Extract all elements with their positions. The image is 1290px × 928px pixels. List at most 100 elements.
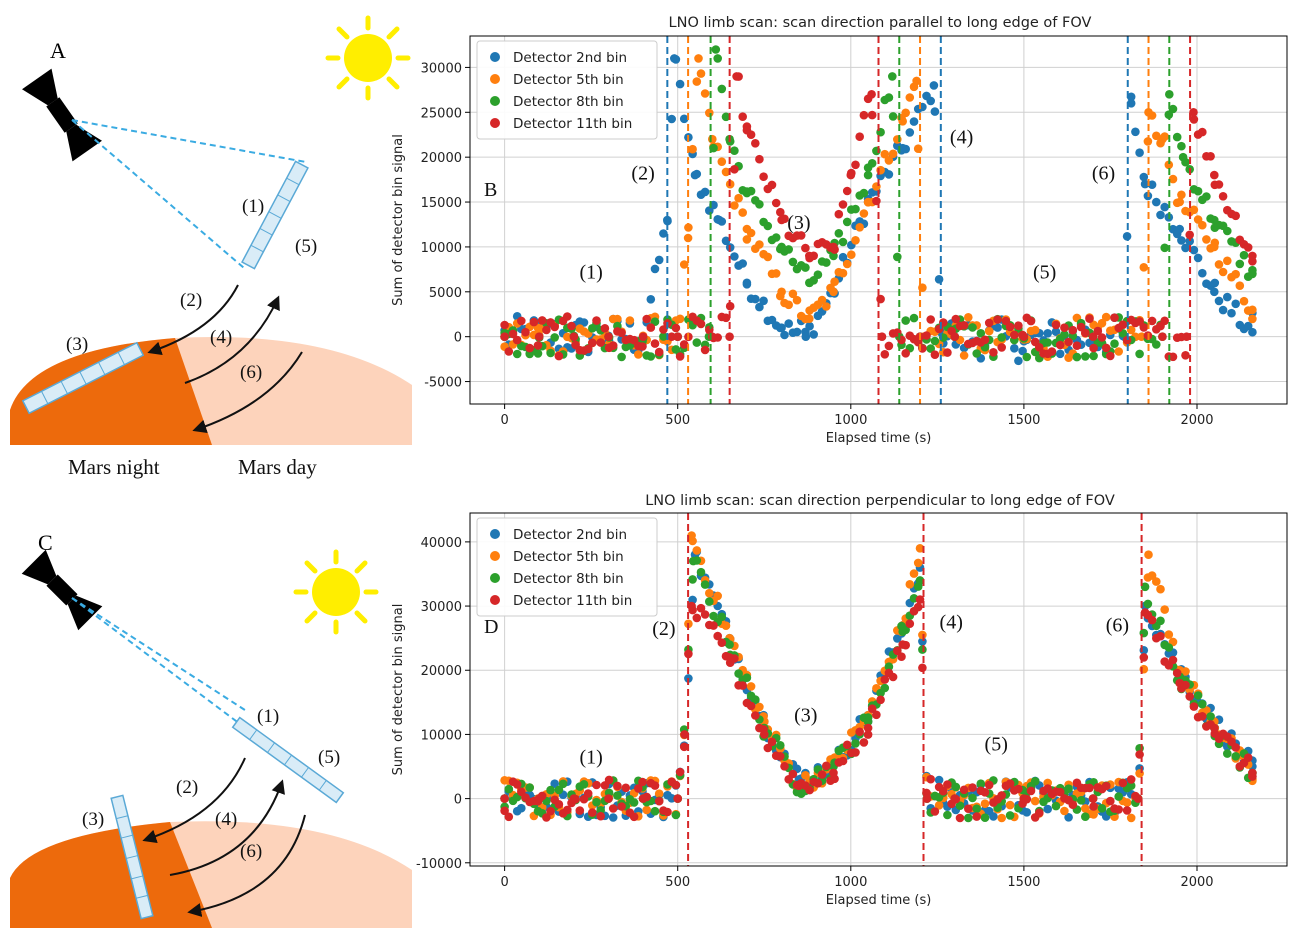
data-point (738, 259, 747, 268)
data-point (784, 319, 793, 328)
data-point (809, 330, 818, 339)
data-point (746, 682, 756, 691)
data-point (529, 317, 539, 327)
data-point (679, 114, 689, 124)
data-point (884, 170, 894, 179)
data-point (659, 229, 668, 238)
data-point (1248, 314, 1257, 324)
data-point (767, 180, 777, 190)
data-point (838, 237, 848, 247)
data-point (989, 348, 998, 357)
satellite-icon (21, 549, 103, 631)
data-point (1147, 615, 1157, 625)
data-point (1248, 305, 1257, 315)
data-point (1210, 215, 1219, 225)
data-point (898, 117, 907, 126)
data-point (1193, 691, 1203, 700)
arrow-2 (147, 284, 239, 356)
data-point (579, 318, 589, 327)
arrow-4-bottom (169, 779, 285, 876)
data-point (893, 328, 902, 337)
data-point (950, 332, 959, 342)
scan-arrows-top (147, 284, 303, 434)
data-point (788, 257, 798, 267)
data-point (829, 287, 838, 297)
data-point (705, 108, 714, 118)
data-point (1076, 796, 1086, 805)
annotation: (4) (950, 127, 973, 149)
y-tick-label: 15000 (421, 196, 462, 211)
data-point (792, 327, 802, 337)
data-point (613, 314, 622, 324)
legend-label: Detector 8th bin (513, 571, 624, 587)
data-point (638, 342, 647, 351)
data-point (1010, 344, 1019, 353)
data-point (1193, 253, 1203, 263)
data-points (500, 45, 1257, 366)
data-point (842, 740, 852, 750)
sketch-c-label-5: (5) (318, 747, 340, 768)
data-point (692, 338, 702, 347)
data-point (1068, 800, 1078, 809)
data-point (1248, 269, 1257, 279)
data-point (738, 112, 747, 121)
data-point (1168, 655, 1178, 665)
data-point (851, 204, 860, 214)
data-point (569, 794, 579, 803)
x-tick-label: 500 (665, 875, 690, 890)
data-point (859, 738, 869, 747)
data-point (901, 316, 910, 325)
data-point (700, 345, 710, 355)
data-point (512, 780, 522, 789)
data-point (663, 807, 672, 817)
data-point (1198, 268, 1207, 278)
data-point (709, 621, 718, 630)
data-point (583, 344, 593, 354)
data-point (926, 344, 935, 353)
x-axis-label: Elapsed time (s) (826, 893, 932, 908)
data-point (1223, 292, 1232, 302)
data-point (1248, 251, 1257, 261)
legend-label: Detector 11th bin (513, 593, 632, 609)
data-point (997, 333, 1006, 342)
data-point (905, 619, 915, 628)
data-point (688, 144, 697, 154)
panel-letter: B (484, 179, 497, 201)
data-point (884, 93, 894, 102)
data-point (1231, 269, 1240, 279)
data-point (634, 350, 643, 359)
data-point (700, 580, 710, 589)
x-tick-label: 1000 (834, 875, 867, 890)
data-point (893, 252, 902, 262)
data-point (1106, 796, 1115, 806)
data-point (546, 785, 555, 795)
data-point (980, 788, 990, 797)
data-point (567, 321, 576, 331)
data-point (1101, 343, 1111, 353)
legend-marker (490, 118, 500, 128)
data-point (1126, 325, 1136, 335)
scan-arrows-bottom (142, 757, 306, 917)
data-point (1160, 243, 1169, 253)
data-point (1035, 808, 1044, 818)
data-point (1189, 108, 1198, 117)
data-point (694, 54, 703, 63)
data-point (926, 96, 935, 106)
x-tick-label: 2000 (1180, 413, 1213, 428)
data-point (588, 338, 597, 348)
data-point (1135, 750, 1144, 759)
annotation: (5) (985, 733, 1008, 755)
data-point (1223, 226, 1232, 236)
data-point (650, 806, 660, 816)
data-point (1231, 211, 1240, 221)
mars-body-bottom (10, 821, 412, 928)
data-point (546, 806, 555, 816)
data-point (846, 170, 856, 180)
data-point (675, 314, 685, 324)
data-point (964, 813, 973, 823)
data-point (771, 269, 781, 278)
data-point (525, 783, 534, 792)
data-point (822, 302, 831, 311)
data-point (851, 236, 860, 245)
x-axis-label: Elapsed time (s) (826, 431, 932, 446)
